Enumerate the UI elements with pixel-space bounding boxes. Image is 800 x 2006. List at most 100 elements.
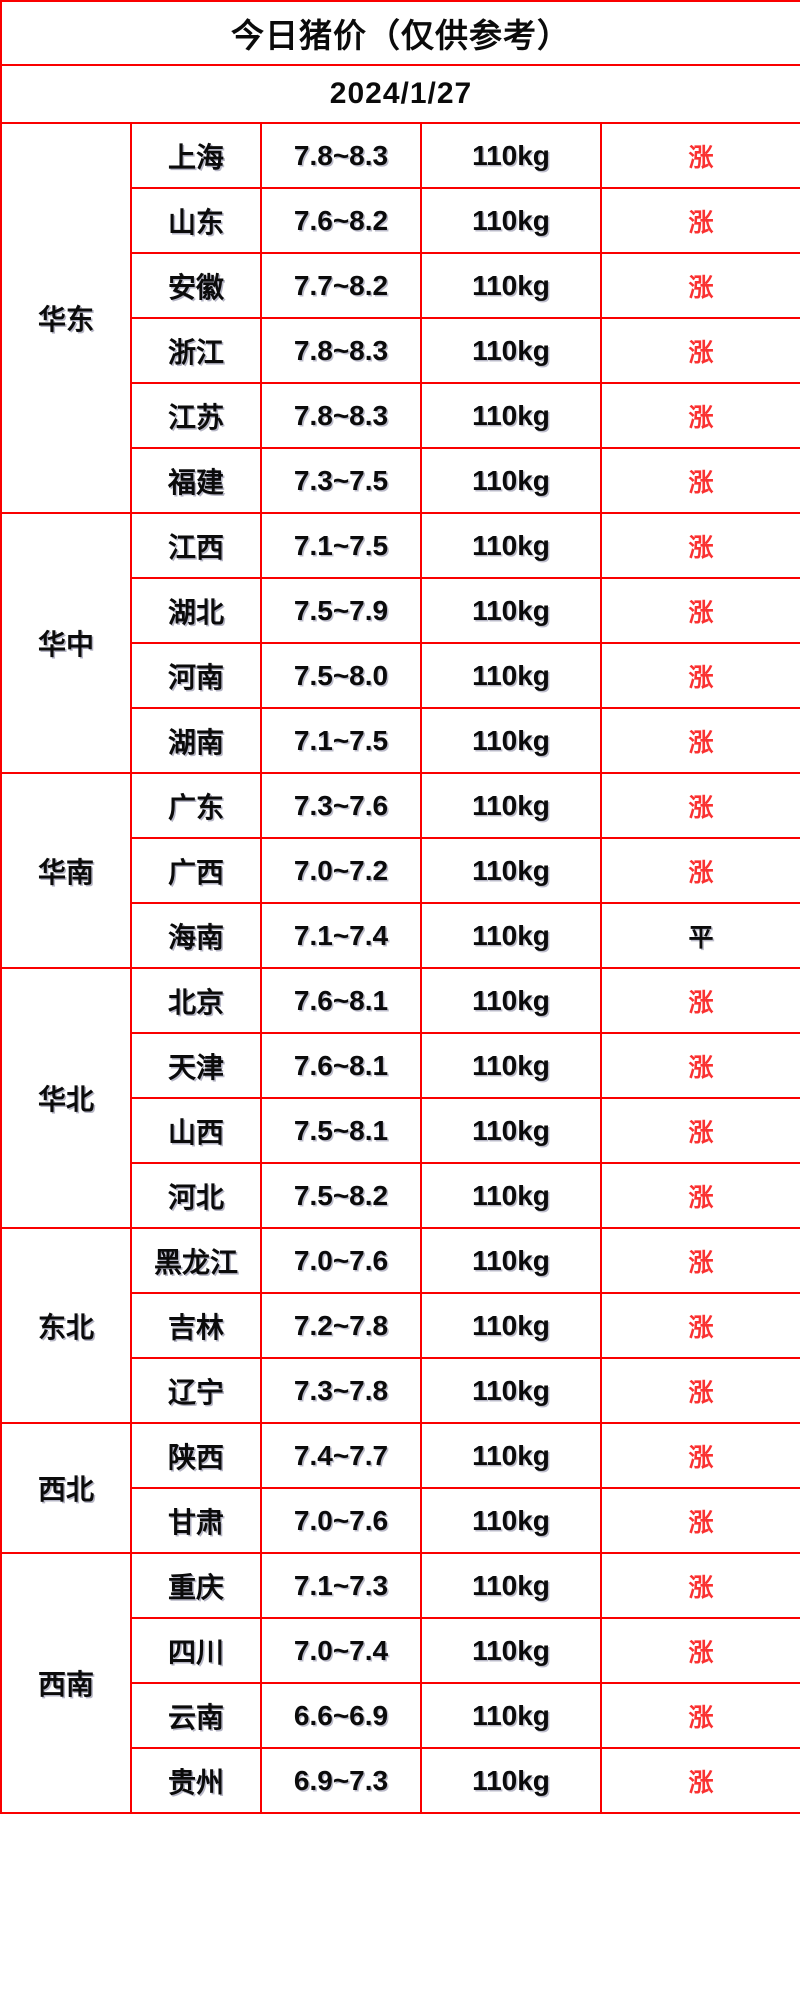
price-range-cell: 7.8~8.3: [260, 382, 422, 449]
price-range-cell: 7.3~7.6: [260, 772, 422, 839]
table-row: 江苏 7.8~8.3 110kg 涨: [1, 382, 800, 449]
trend-cell: 涨: [599, 577, 800, 644]
province-cell: 北京: [130, 967, 262, 1034]
price-range-cell: 6.6~6.9: [260, 1682, 422, 1749]
trend-cell: 涨: [599, 187, 800, 254]
table-row: 湖南 7.1~7.5 110kg 涨: [1, 707, 800, 774]
province-cell: 福建: [130, 447, 262, 514]
weight-cell: 110kg: [420, 1552, 602, 1619]
trend-cell: 涨: [599, 382, 800, 449]
weight-cell: 110kg: [420, 382, 602, 449]
weight-cell: 110kg: [420, 1032, 602, 1099]
trend-cell: 涨: [599, 1032, 800, 1099]
price-range-cell: 7.1~7.3: [260, 1552, 422, 1619]
trend-cell: 涨: [599, 317, 800, 384]
table-row: 辽宁 7.3~7.8 110kg 涨: [1, 1357, 800, 1424]
region-cell: 华中: [0, 512, 132, 774]
province-cell: 河南: [130, 642, 262, 709]
table-row: 山西 7.5~8.1 110kg 涨: [1, 1097, 800, 1164]
trend-cell: 涨: [599, 122, 800, 189]
weight-cell: 110kg: [420, 967, 602, 1034]
table-row: 西南 重庆 7.1~7.3 110kg 涨: [0, 1552, 800, 1814]
weight-cell: 110kg: [420, 1747, 602, 1814]
price-range-cell: 7.3~7.8: [260, 1357, 422, 1424]
province-cell: 江西: [130, 512, 262, 579]
weight-cell: 110kg: [420, 577, 602, 644]
province-cell: 广东: [130, 772, 262, 839]
province-cell: 湖北: [130, 577, 262, 644]
province-cell: 贵州: [130, 1747, 262, 1814]
table-row: 河北 7.5~8.2 110kg 涨: [1, 1162, 800, 1229]
report-date: 2024/1/27: [0, 64, 800, 124]
weight-cell: 110kg: [420, 187, 602, 254]
trend-cell: 涨: [599, 837, 800, 904]
province-cell: 湖南: [130, 707, 262, 774]
trend-cell: 涨: [599, 1357, 800, 1424]
table-row: 四川 7.0~7.4 110kg 涨: [1, 1617, 800, 1684]
table-row: 山东 7.6~8.2 110kg 涨: [1, 187, 800, 254]
province-cell: 天津: [130, 1032, 262, 1099]
province-cell: 四川: [130, 1617, 262, 1684]
trend-cell: 涨: [599, 1097, 800, 1164]
trend-cell: 涨: [599, 1487, 800, 1554]
weight-cell: 110kg: [420, 837, 602, 904]
price-range-cell: 7.4~7.7: [260, 1422, 422, 1489]
price-range-cell: 7.2~7.8: [260, 1292, 422, 1359]
table-row: 华中 江西 7.1~7.5 110kg 涨: [0, 512, 800, 774]
weight-cell: 110kg: [420, 1422, 602, 1489]
date-row: 2024/1/27: [0, 64, 800, 124]
trend-cell: 涨: [599, 1617, 800, 1684]
price-range-cell: 7.1~7.4: [260, 902, 422, 969]
province-cell: 浙江: [130, 317, 262, 384]
region-cell: 西南: [0, 1552, 132, 1814]
weight-cell: 110kg: [420, 1162, 602, 1229]
title-row: 今日猪价（仅供参考）: [0, 0, 800, 66]
trend-cell: 涨: [599, 512, 800, 579]
weight-cell: 110kg: [420, 1487, 602, 1554]
weight-cell: 110kg: [420, 1682, 602, 1749]
price-range-cell: 7.5~8.1: [260, 1097, 422, 1164]
trend-cell: 平: [599, 902, 800, 969]
weight-cell: 110kg: [420, 447, 602, 514]
trend-cell: 涨: [599, 1162, 800, 1229]
table-row: 海南 7.1~7.4 110kg 平: [1, 902, 800, 969]
price-range-cell: 7.1~7.5: [260, 707, 422, 774]
trend-cell: 涨: [599, 707, 800, 774]
region-cell: 东北: [0, 1227, 132, 1424]
price-range-cell: 7.5~8.0: [260, 642, 422, 709]
weight-cell: 110kg: [420, 707, 602, 774]
table-row: 东北 黑龙江 7.0~7.6 110kg 涨: [0, 1227, 800, 1424]
table-row: 安徽 7.7~8.2 110kg 涨: [1, 252, 800, 319]
province-cell: 云南: [130, 1682, 262, 1749]
page-title: 今日猪价（仅供参考）: [0, 0, 800, 66]
table-row: 甘肃 7.0~7.6 110kg 涨: [1, 1487, 800, 1554]
weight-cell: 110kg: [420, 122, 602, 189]
price-range-cell: 7.0~7.2: [260, 837, 422, 904]
weight-cell: 110kg: [420, 1617, 602, 1684]
trend-cell: 涨: [599, 642, 800, 709]
province-cell: 甘肃: [130, 1487, 262, 1554]
weight-cell: 110kg: [420, 317, 602, 384]
price-range-cell: 7.0~7.6: [260, 1487, 422, 1554]
price-range-cell: 7.6~8.2: [260, 187, 422, 254]
province-cell: 陕西: [130, 1422, 262, 1489]
province-cell: 黑龙江: [130, 1227, 262, 1294]
table-row: 河南 7.5~8.0 110kg 涨: [1, 642, 800, 709]
trend-cell: 涨: [599, 1552, 800, 1619]
table-row: 吉林 7.2~7.8 110kg 涨: [1, 1292, 800, 1359]
trend-cell: 涨: [599, 1747, 800, 1814]
price-range-cell: 7.6~8.1: [260, 967, 422, 1034]
table-row: 福建 7.3~7.5 110kg 涨: [1, 447, 800, 514]
region-cell: 华东: [0, 122, 132, 514]
trend-cell: 涨: [599, 967, 800, 1034]
table-row: 华东 上海 7.8~8.3 110kg 涨: [0, 122, 800, 514]
trend-cell: 涨: [599, 252, 800, 319]
trend-cell: 涨: [599, 1422, 800, 1489]
table-row: 浙江 7.8~8.3 110kg 涨: [1, 317, 800, 384]
province-cell: 山东: [130, 187, 262, 254]
table-row: 湖北 7.5~7.9 110kg 涨: [1, 577, 800, 644]
table-row: 西北 陕西 7.4~7.7 110kg 涨: [0, 1422, 800, 1554]
province-cell: 安徽: [130, 252, 262, 319]
table-row: 广西 7.0~7.2 110kg 涨: [1, 837, 800, 904]
